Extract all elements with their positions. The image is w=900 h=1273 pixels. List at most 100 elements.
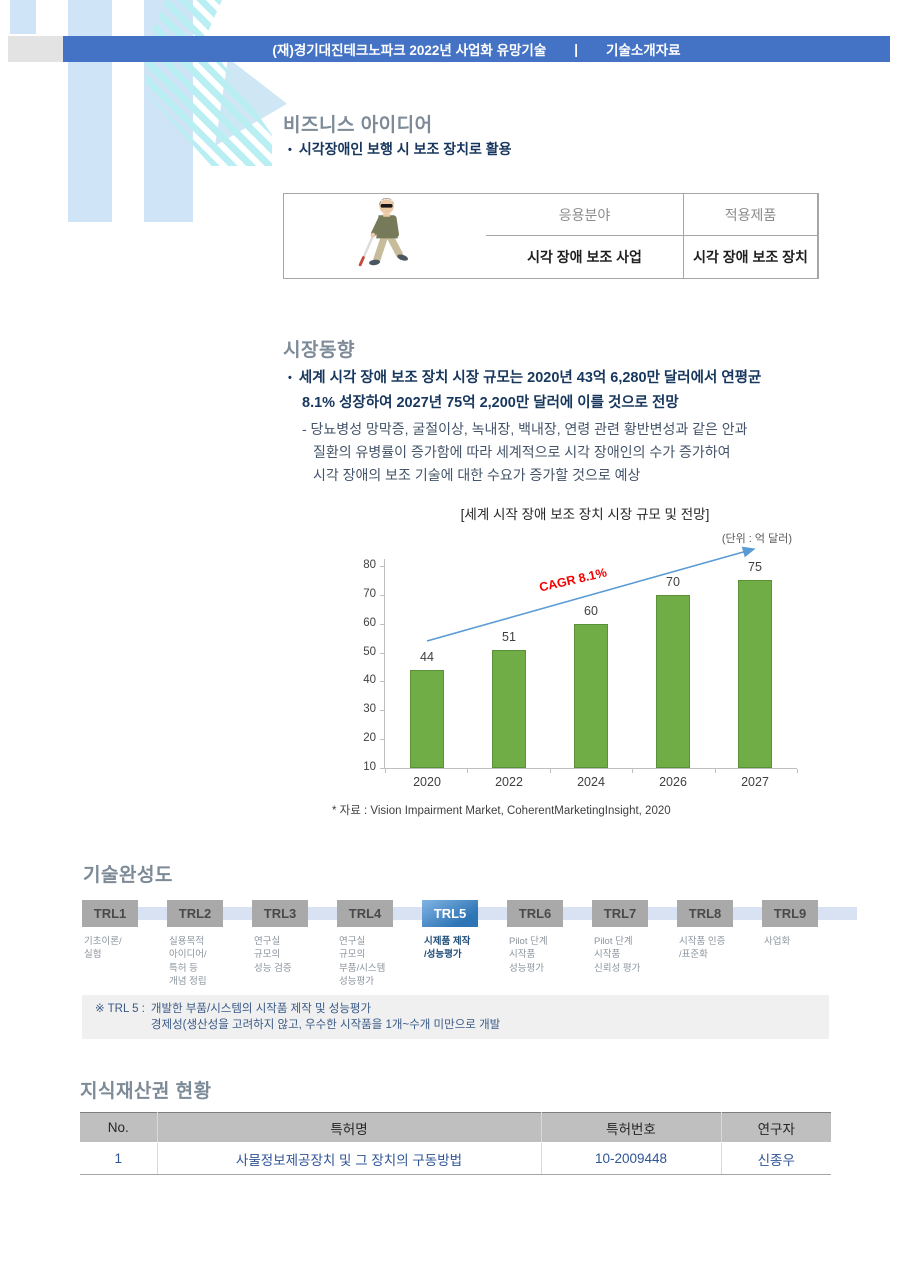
deco-blue-square <box>10 0 36 34</box>
trl-item-trl2: TRL2 실용목적 아이디어/ 특허 등 개념 정립 <box>167 900 223 988</box>
y-axis-tick-mark <box>380 710 384 712</box>
x-axis-category-label: 2022 <box>495 775 523 789</box>
header-title-left: (재)경기대진테크노파크 2022년 사업화 유망기술 <box>272 43 547 58</box>
deco-gray-block <box>8 36 64 62</box>
bar-value-label: 70 <box>666 574 680 589</box>
trl-item-trl3: TRL3 연구실 규모의 성능 검증 <box>252 900 308 975</box>
business-idea-heading: 비즈니스 아이디어 <box>283 115 433 136</box>
header-divider: | <box>574 41 579 57</box>
x-axis-category-label: 2020 <box>413 775 441 789</box>
trl-item-trl9: TRL9 사업화 <box>762 900 818 948</box>
y-axis-tick-label: 20 <box>363 732 376 745</box>
trl-note-line-1: 개발한 부품/시스템의 시작품 제작 및 성능평가 <box>150 1003 372 1015</box>
trl-description: 연구실 규모의 성능 검증 <box>254 936 292 974</box>
ip-heading: 지식재산권 현황 <box>80 1081 212 1102</box>
y-axis-tick-label: 80 <box>363 558 376 571</box>
col-header-patent-name: 특허명 <box>157 1112 542 1143</box>
business-idea-bullet: • 시각장애인 보행 시 보조 장치로 활용 <box>288 141 512 157</box>
header-title-right: 기술소개자료 <box>606 43 681 58</box>
trl-item-trl8: TRL8 시작품 인증 /표준화 <box>677 900 733 962</box>
chart-source-note: * 자료 : Vision Impairment Market, Coheren… <box>332 805 671 817</box>
x-axis-tick-mark <box>797 769 798 773</box>
application-table-header-product: 적용제품 <box>684 194 818 236</box>
chart-unit-label: (단위 : 억 달러) <box>721 533 792 545</box>
bar <box>656 594 690 768</box>
trl-note-line-2: 경제성(생산성을 고려하지 않고, 우수한 시작품을 1개~수개 미만으로 개발 <box>150 1018 501 1031</box>
bar-value-label: 51 <box>502 629 516 644</box>
bar <box>410 669 444 768</box>
y-axis-tick-mark <box>380 565 384 567</box>
market-bullet-line-1: • 세계 시각 장애 보조 장치 시장 규모는 2020년 43억 6,280만 … <box>288 370 762 386</box>
document-header-bar: (재)경기대진테크노파크 2022년 사업화 유망기술 | 기술소개자료 <box>63 36 890 62</box>
bar <box>492 649 526 768</box>
bar-value-label: 75 <box>748 560 762 575</box>
trl-description: 사업화 <box>764 936 791 947</box>
market-sub-line-2: 질환의 유병률이 증가함에 따라 세계적으로 시각 장애인의 수가 증가하여 <box>313 444 731 460</box>
trl-item-trl6: TRL6 Pilot 단계 시작품 성능평가 <box>507 900 563 975</box>
y-axis-tick-label: 10 <box>363 761 376 773</box>
bar-value-label: 44 <box>420 649 434 664</box>
bar <box>738 580 772 768</box>
y-axis-tick-mark <box>380 623 384 625</box>
blind-person-walking-icon <box>358 197 408 267</box>
x-axis-tick-mark <box>385 769 386 773</box>
y-axis-line <box>384 559 385 769</box>
y-axis-tick-mark <box>380 681 384 683</box>
patent-no: 1 <box>80 1142 158 1175</box>
x-axis-category-label: 2024 <box>577 775 605 789</box>
x-axis-line <box>384 768 797 769</box>
y-axis-tick-label: 40 <box>363 674 376 687</box>
y-axis-tick-mark <box>380 652 384 654</box>
col-header-researcher: 연구자 <box>721 1112 831 1143</box>
y-axis-tick-mark <box>380 739 384 741</box>
y-axis-tick-label: 30 <box>363 703 376 716</box>
trl-box: TRL1 <box>82 900 138 927</box>
trl-box: TRL5 <box>422 900 478 927</box>
application-table-header-field: 응용분야 <box>486 194 684 236</box>
trl-description: Pilot 단계 시작품 신뢰성 평가 <box>594 936 641 974</box>
x-axis-tick-mark <box>549 769 551 773</box>
trl-description: 연구실 규모의 부품/시스템 성능평가 <box>339 936 386 987</box>
market-bullet-line-2: 8.1% 성장하여 2027년 75억 2,200만 달러에 이를 것으로 전망 <box>302 395 679 411</box>
trl-item-trl7: TRL7 Pilot 단계 시작품 신뢰성 평가 <box>592 900 648 975</box>
trl-description: 시제품 제작 /성능평가 <box>424 936 471 961</box>
trl-note-text: 개발한 부품/시스템의 시작품 제작 및 성능평가 경제성(생산성을 고려하지 … <box>151 1002 500 1039</box>
trl-box: TRL2 <box>167 900 223 927</box>
trl-item-trl5: TRL5 시제품 제작 /성능평가 <box>422 900 478 962</box>
patent-table-header-row: No. 특허명 특허번호 연구자 <box>80 1112 831 1143</box>
market-sub-line-3: 시각 장애의 보조 기술에 대한 수요가 증가할 것으로 예상 <box>313 467 641 483</box>
trl-description: 기초이론/ 실험 <box>84 936 122 961</box>
trl-item-trl4: TRL4 연구실 규모의 부품/시스템 성능평가 <box>337 900 393 988</box>
trl-box: TRL8 <box>677 900 733 927</box>
trl-box: TRL6 <box>507 900 563 927</box>
bullet-dot: • <box>288 372 292 384</box>
market-trends-heading: 시장동향 <box>283 340 355 361</box>
bar-value-label: 60 <box>584 603 598 618</box>
y-axis-tick-label: 50 <box>363 645 376 658</box>
market-sub-line-1: - 당뇨병성 망막증, 굴절이상, 녹내장, 백내장, 연령 관련 황반변성과 … <box>302 421 748 437</box>
col-header-patent-number: 특허번호 <box>541 1112 722 1143</box>
market-size-bar-chart: [세계 시작 장애 보조 장치 시장 규모 및 전망] (단위 : 억 달러) … <box>350 503 820 803</box>
x-axis-category-label: 2027 <box>741 775 769 789</box>
x-axis-category-label: 2026 <box>659 775 687 789</box>
application-field-value: 시각 장애 보조 사업 <box>486 236 684 278</box>
y-axis-tick-mark <box>380 768 384 769</box>
trl-description: 시작품 인증 /표준화 <box>679 936 726 961</box>
trl-item-trl1: TRL1 기초이론/ 실험 <box>82 900 138 962</box>
trl-heading: 기술완성도 <box>83 865 173 886</box>
patent-table-row: 1 사물정보제공장치 및 그 장치의 구동방법 10-2009448 신종우 <box>80 1142 831 1175</box>
chart-title: [세계 시작 장애 보조 장치 시장 규모 및 전망] <box>460 507 710 522</box>
application-product-value: 시각 장애 보조 장치 <box>684 236 818 278</box>
x-axis-tick-mark <box>467 769 469 773</box>
bullet-dot: • <box>288 144 292 156</box>
deco-blue-bar-left <box>68 0 112 222</box>
y-axis-tick-label: 60 <box>363 616 376 629</box>
trl-box: TRL9 <box>762 900 818 927</box>
cagr-annotation: CAGR 8.1% <box>537 565 609 595</box>
patent-researcher: 신종우 <box>721 1142 831 1175</box>
bar <box>574 623 608 768</box>
patent-number: 10-2009448 <box>541 1142 722 1175</box>
y-axis-tick-label: 70 <box>363 587 376 600</box>
patent-name: 사물정보제공장치 및 그 장치의 구동방법 <box>157 1142 542 1175</box>
